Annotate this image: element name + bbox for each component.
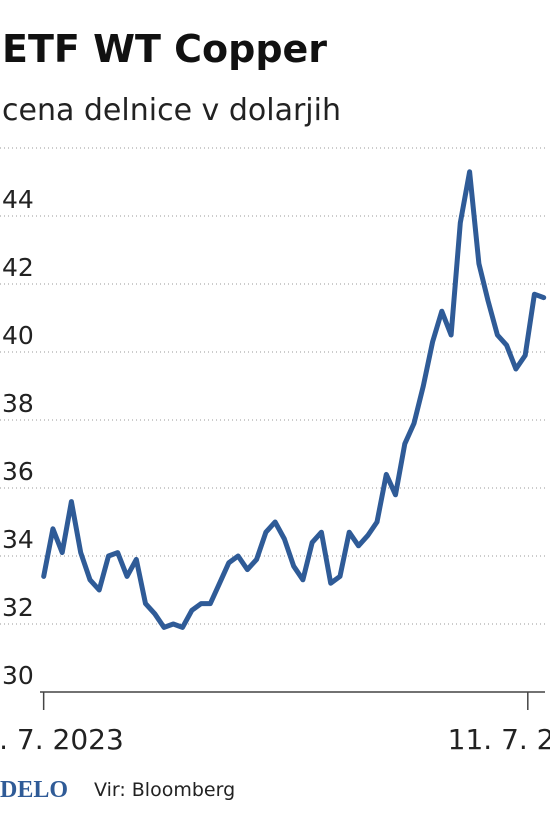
x-tick-label: 11. 7. 2023 [0, 723, 124, 756]
y-tick-label: 42 [2, 253, 34, 282]
chart-subtitle: cena delnice v dolarjih [2, 93, 341, 128]
y-tick-label: 32 [2, 593, 34, 622]
chart-title: ETF WT Copper [2, 27, 327, 71]
price-line [41, 169, 547, 630]
y-tick-label: 44 [2, 185, 34, 214]
source: Vir: Bloomberg [94, 779, 235, 801]
y-tick-label: 36 [2, 457, 34, 486]
y-tick-label: 34 [2, 525, 34, 554]
y-tick-label: 40 [2, 321, 34, 350]
y-tick-label: 30 [2, 661, 34, 690]
brand: DELO [0, 777, 68, 803]
y-tick-label: 38 [2, 389, 34, 418]
x-tick-label: 11. 7. 2024 [448, 723, 550, 756]
